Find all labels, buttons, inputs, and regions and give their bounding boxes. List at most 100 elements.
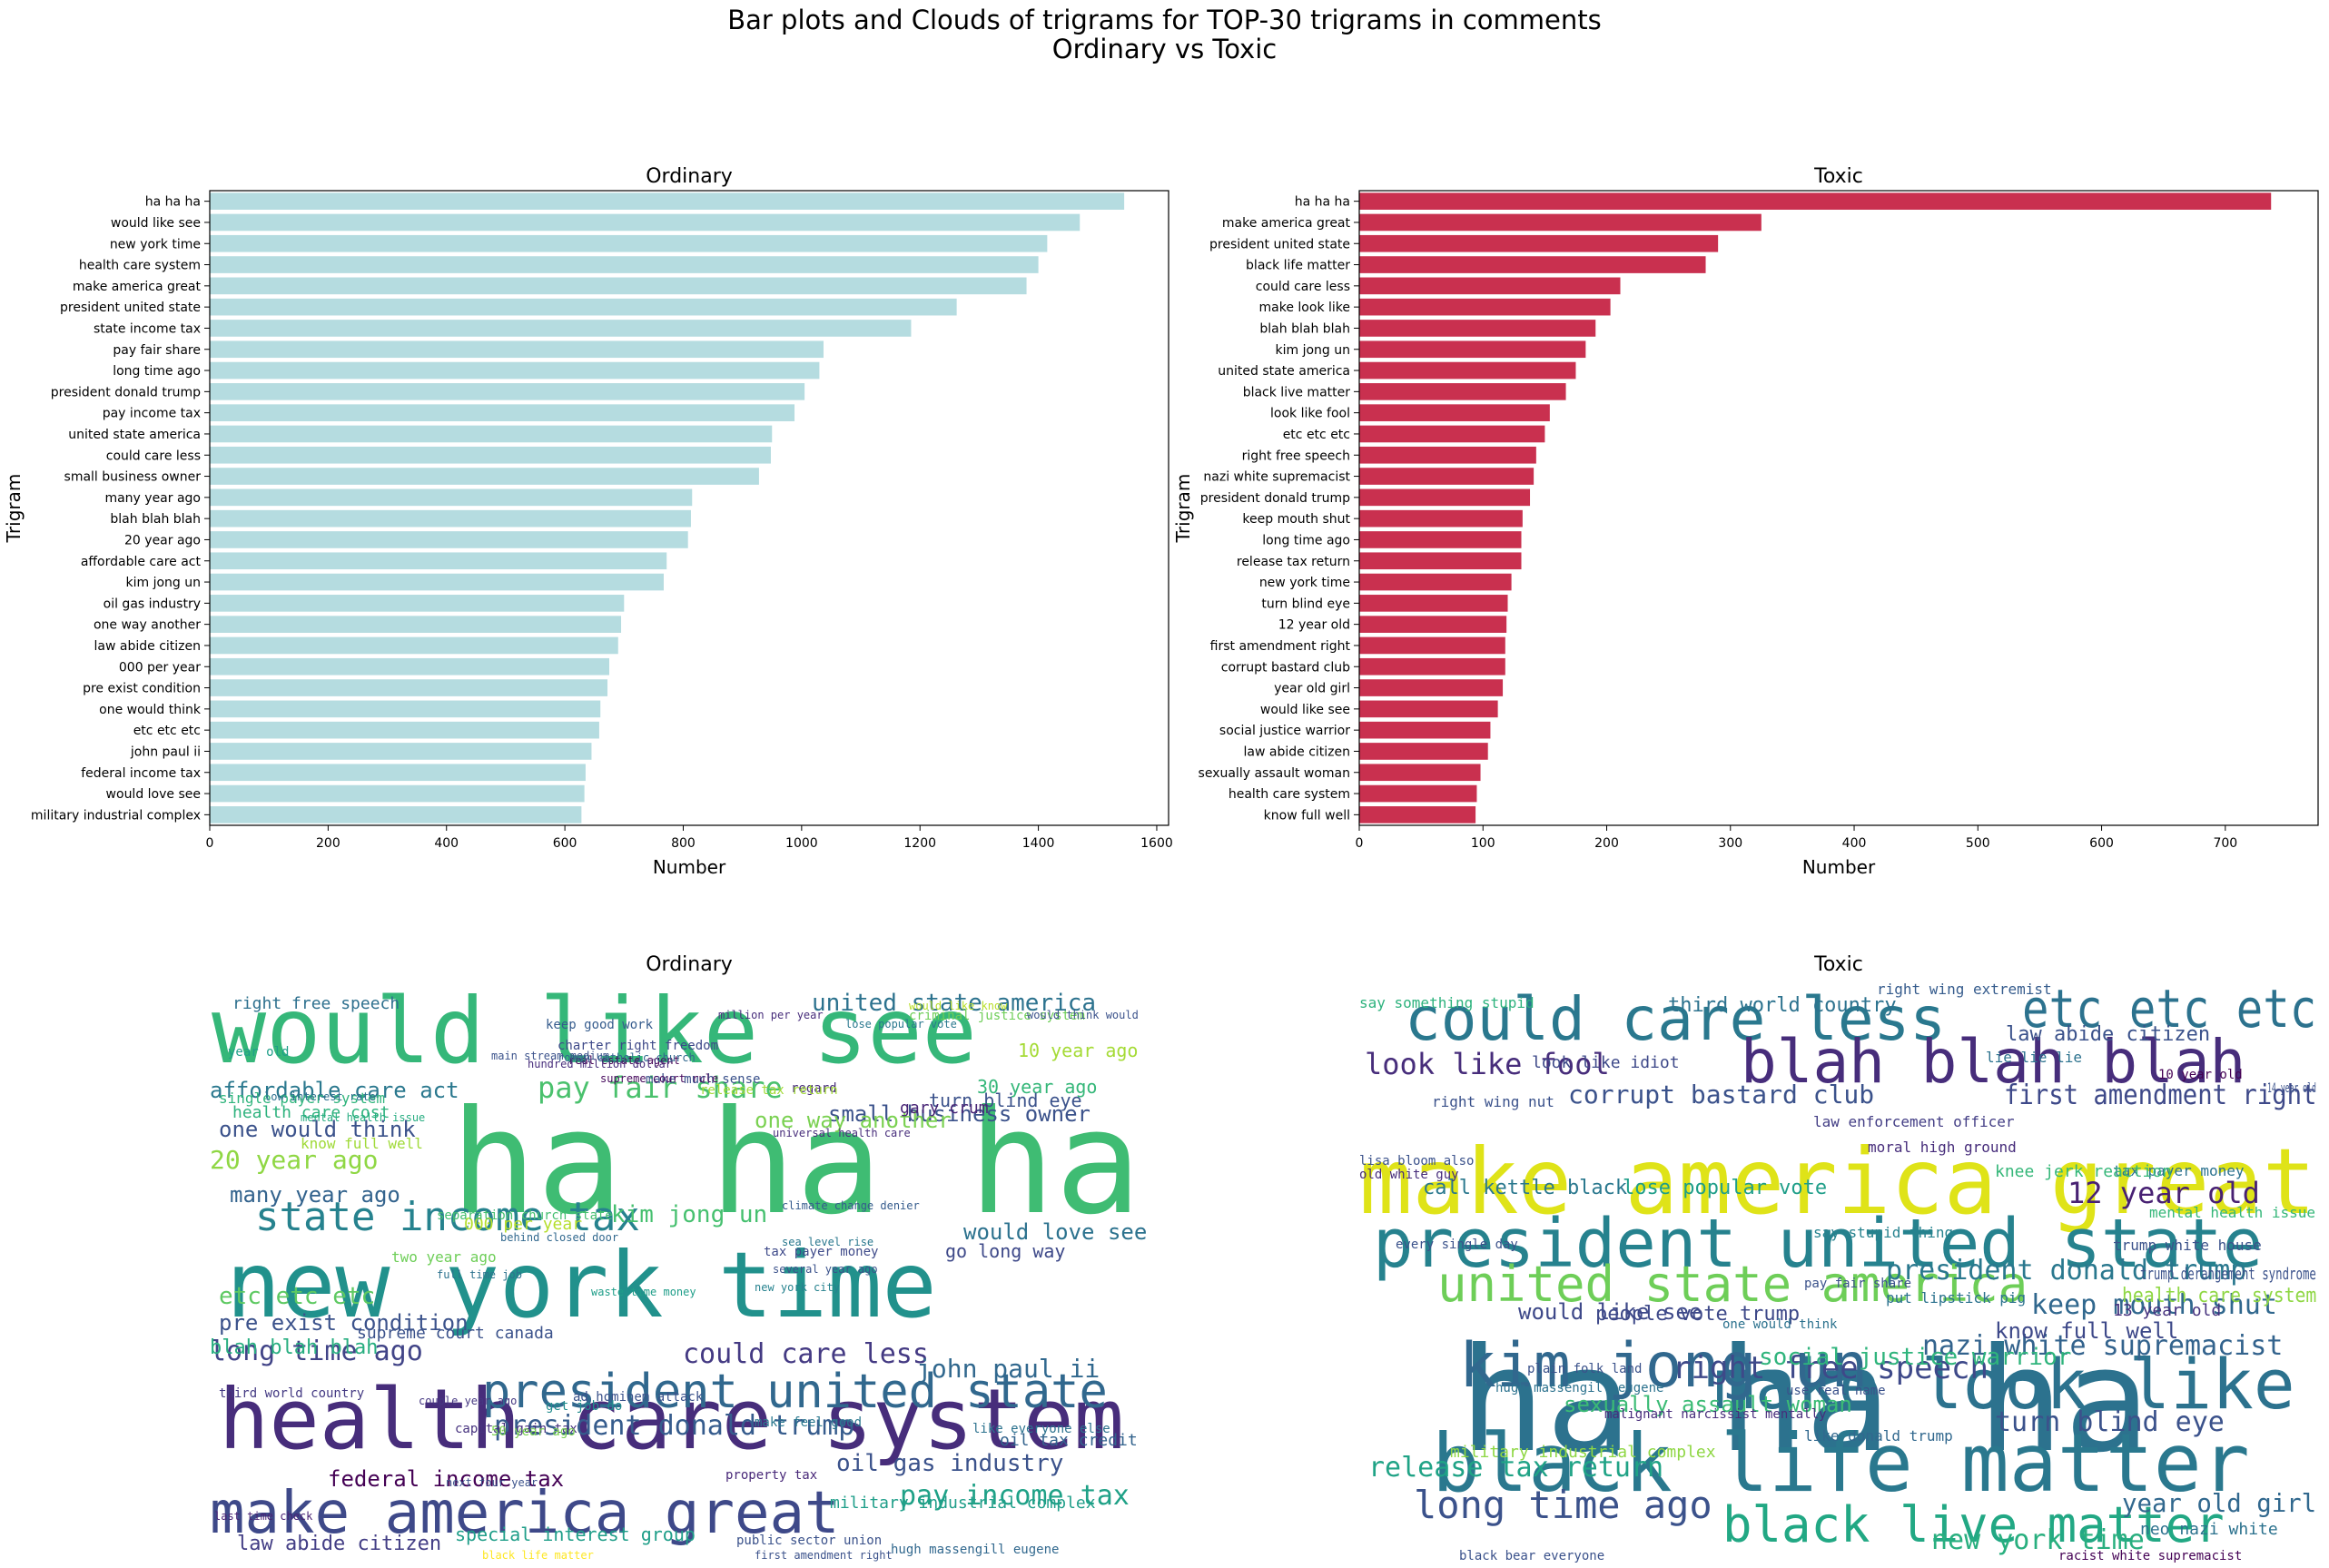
ordinary-cloud-word: first amendment right [755, 1549, 893, 1562]
ordinary-bar-10 [210, 383, 805, 400]
toxic-ytick-label-25: would like see [1260, 703, 1350, 717]
ordinary-cloud-word: pre exist condition [219, 1310, 469, 1336]
ordinary-cloud-word: would like know [909, 1000, 1008, 1012]
ordinary-ytick-label-26: etc etc etc [133, 724, 201, 738]
wordcloud-toxic: make america great ha ha ha president unit… [1359, 982, 2318, 1563]
toxic-cloud-word: long time ago [1414, 1483, 1712, 1527]
cloud-title-toxic: Toxic [1814, 953, 1863, 976]
toxic-ytick-label-16: keep mouth shut [1242, 512, 1350, 527]
toxic-bar-18 [1359, 552, 1522, 570]
toxic-cloud-word: military industrial complex [1450, 1443, 1716, 1462]
ordinary-cloud-word: law abide citizen [237, 1533, 442, 1555]
ordinary-cloud-word: would love see [963, 1219, 1148, 1245]
ordinary-cloud-word: right free speech [232, 994, 400, 1013]
toxic-bar-27 [1359, 743, 1488, 760]
toxic-ytick-label-8: kim jong un [1276, 343, 1351, 358]
ordinary-xtick-label-4: 600 [553, 836, 577, 851]
toxic-bar-23 [1359, 657, 1505, 676]
ordinary-xtick-label-7: 1200 [903, 836, 936, 851]
toxic-bar-29 [1359, 784, 1477, 803]
ordinary-cloud-word: new york time [226, 1232, 937, 1338]
ordinary-ytick-label-3: new york time [110, 237, 201, 251]
ordinary-cloud-word: 10 year ago [1018, 1040, 1139, 1061]
ordinary-cloud-word: real estate agent [568, 1054, 680, 1067]
toxic-cloud-word: black life matter [1432, 1416, 2250, 1510]
ordinary-cloud-word: charter right freedom [558, 1039, 719, 1053]
ordinary-cloud-word: new york city [755, 1281, 840, 1294]
ordinary-bar-9 [210, 361, 820, 380]
toxic-ytick-label-12: etc etc etc [1283, 428, 1350, 442]
toxic-ytick-label-1: ha ha ha [1295, 195, 1350, 210]
ordinary-ytick-label-5: make america great [73, 280, 202, 294]
toxic-cloud-word: health care system [2122, 1285, 2317, 1307]
ordinary-y-axis-label: Trigram [3, 474, 25, 544]
ordinary-cloud-word: black life matter [482, 1549, 594, 1562]
ordinary-bar-29 [210, 784, 585, 803]
toxic-cloud-word: law abide citizen [2006, 1023, 2211, 1046]
toxic-bar-19 [1359, 573, 1512, 591]
toxic-cloud-word: know full well [1995, 1318, 2179, 1344]
toxic-cloud-word: use real name [1786, 1384, 1886, 1398]
ordinary-bar-30 [210, 806, 582, 823]
toxic-bar-7 [1359, 320, 1596, 337]
toxic-bar-17 [1359, 531, 1522, 548]
toxic-cloud-word: mental health issue [2149, 1204, 2316, 1221]
ordinary-ytick-label-30: military industrial complex [31, 808, 201, 823]
ordinary-cloud-word: make much sense [646, 1072, 761, 1087]
toxic-bar-21 [1359, 616, 1507, 633]
toxic-xtick-label-5: 400 [1842, 836, 1867, 851]
ordinary-chart-title: Ordinary [646, 165, 733, 188]
ordinary-cloud-word: supreme court rule [600, 1072, 719, 1085]
toxic-ytick-label-17: long time ago [1262, 533, 1350, 547]
toxic-ytick-label-13: right free speech [1242, 449, 1350, 463]
ordinary-cloud-word: would think would [1027, 1009, 1139, 1021]
ordinary-cloud-word: small business owner [828, 1101, 1090, 1127]
ordinary-cloud-word: long time ago [210, 1336, 423, 1367]
ordinary-bar-1 [210, 192, 1125, 210]
toxic-cloud-word: trump white house [2113, 1237, 2262, 1254]
ordinary-cloud-word: president united state [482, 1365, 1108, 1419]
toxic-cloud-word: right wing nut [1432, 1093, 1554, 1110]
toxic-bar-20 [1359, 595, 1508, 612]
ordinary-ytick-label-10: president donald trump [51, 385, 201, 399]
toxic-ytick-label-3: president united state [1209, 237, 1350, 251]
ordinary-ytick-label-25: one would think [99, 703, 202, 717]
ordinary-cloud-word: two year ago [391, 1248, 497, 1266]
toxic-cloud-word: kim jong un [1459, 1330, 1869, 1402]
toxic-cloud-word: old white guy [1359, 1168, 1459, 1182]
ordinary-cloud-word: 000 per year [464, 1215, 583, 1234]
ordinary-cloud-word: president donald trump [494, 1410, 855, 1442]
ordinary-cloud-word: sea level rise [782, 1236, 874, 1248]
toxic-cloud-word: social justice warrior [1759, 1344, 2072, 1371]
ordinary-cloud-word: gary crum [900, 1099, 989, 1118]
toxic-bar-16 [1359, 509, 1523, 528]
ordinary-cloud-word: low interest rate [264, 1090, 376, 1103]
ordinary-bar-7 [210, 320, 912, 337]
toxic-cloud-word: ha ha ha [1459, 1317, 2150, 1484]
ordinary-xtick-label-9: 1600 [1140, 836, 1173, 851]
toxic-cloud-word: make look like [1713, 1344, 2295, 1425]
toxic-cloud-word: black live matter [1722, 1496, 2225, 1553]
toxic-ytick-label-29: health care system [1229, 787, 1350, 802]
ordinary-cloud-word: health care cost [232, 1103, 390, 1122]
ordinary-xtick-label-5: 800 [671, 836, 696, 851]
ordinary-bar-12 [210, 425, 773, 443]
ordinary-cloud-word: million per year [718, 1009, 824, 1021]
toxic-cloud-word: put lipstick pig [1886, 1289, 2027, 1307]
ordinary-cloud-word: year old [228, 1045, 290, 1060]
ordinary-ytick-label-2: would like see [111, 216, 201, 231]
toxic-cloud-word: 14 year old [2267, 1081, 2316, 1096]
toxic-ytick-label-11: look like fool [1270, 407, 1350, 421]
toxic-ytick-label-24: year old girl [1274, 682, 1350, 696]
toxic-cloud-word: 13 year old [2113, 1301, 2222, 1320]
ordinary-xtick-label-3: 400 [434, 836, 459, 851]
ordinary-x-axis-label: Number [653, 856, 726, 878]
toxic-ytick-label-21: 12 year old [1278, 618, 1350, 633]
ordinary-bar-14 [210, 468, 759, 485]
ordinary-bar-6 [210, 298, 957, 316]
toxic-cloud-word: new york time [1931, 1524, 2145, 1556]
ordinary-cloud-word: property tax [725, 1468, 818, 1483]
toxic-ytick-label-2: make america great [1222, 216, 1351, 231]
toxic-cloud-word: lie lie lie [1986, 1049, 2082, 1066]
ordinary-cloud-word: behind closed door [500, 1231, 619, 1244]
